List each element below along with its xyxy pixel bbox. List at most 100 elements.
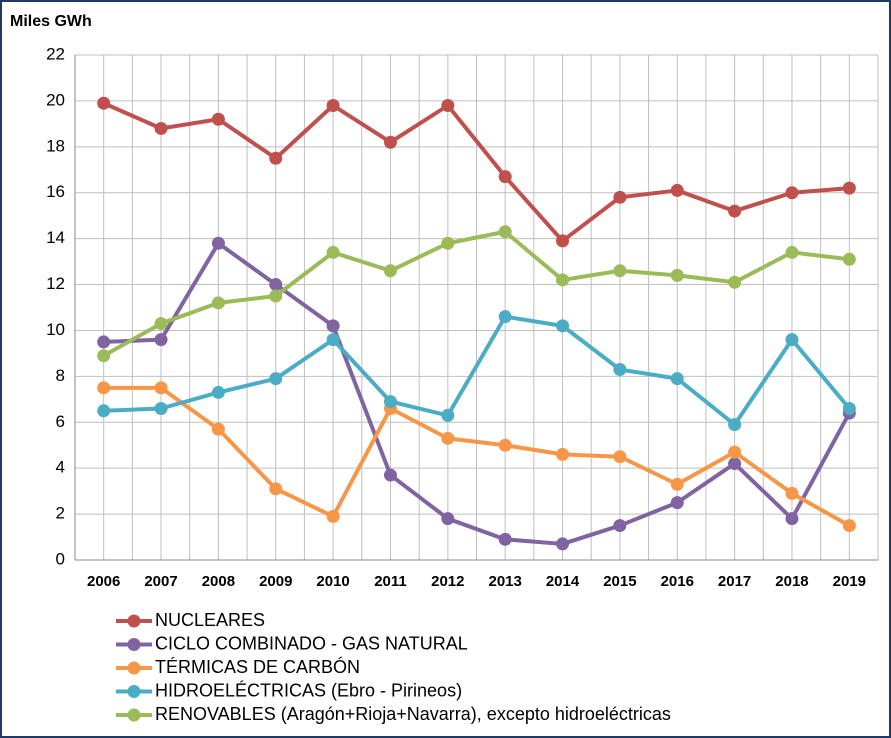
- data-point: [728, 418, 742, 432]
- legend-label: NUCLEARES: [155, 610, 265, 630]
- data-point: [498, 438, 512, 452]
- series-line: [102, 229, 850, 358]
- data-point: [498, 170, 512, 184]
- x-tick-label: 2013: [488, 573, 521, 590]
- data-point: [556, 234, 570, 248]
- y-tick-label: 20: [46, 90, 65, 109]
- data-point: [785, 333, 799, 347]
- legend-label: CICLO COMBINADO - GAS NATURAL: [155, 633, 468, 653]
- data-point: [728, 445, 742, 459]
- data-point: [498, 225, 512, 239]
- data-point: [326, 99, 340, 112]
- data-point: [154, 121, 168, 135]
- data-point: [269, 372, 283, 386]
- y-tick-label: 12: [46, 274, 65, 293]
- y-tick-label: 16: [46, 182, 65, 201]
- y-tick-label: 2: [56, 504, 65, 523]
- data-point: [613, 190, 627, 204]
- y-tick-label: 0: [56, 549, 65, 568]
- data-point: [269, 278, 283, 292]
- data-point: [383, 135, 397, 149]
- data-point: [613, 362, 627, 376]
- data-point: [326, 509, 340, 523]
- data-point: [670, 496, 684, 510]
- data-point: [441, 99, 455, 112]
- data-point: [785, 186, 799, 200]
- x-tick-label: 2016: [661, 573, 694, 590]
- data-point: [383, 264, 397, 278]
- data-point: [613, 519, 627, 533]
- legend-marker: [127, 661, 141, 675]
- data-point: [670, 183, 684, 197]
- y-tick-label: 10: [46, 320, 65, 339]
- data-point: [154, 333, 168, 347]
- y-tick-label: 22: [46, 44, 65, 63]
- x-tick-label: 2011: [374, 573, 407, 590]
- data-point: [269, 289, 283, 303]
- data-point: [728, 204, 742, 218]
- data-point: [728, 275, 742, 289]
- data-point: [269, 482, 283, 496]
- x-tick-label: 2017: [718, 573, 751, 590]
- legend-label: RENOVABLES (Aragón+Rioja+Navarra), excep…: [155, 704, 671, 724]
- x-tick-label: 2012: [431, 573, 464, 590]
- y-tick-label: 14: [46, 228, 65, 247]
- legend-marker: [127, 614, 141, 628]
- data-point: [670, 372, 684, 386]
- data-point: [154, 317, 168, 331]
- data-point: [556, 273, 570, 287]
- x-tick-label: 2019: [833, 573, 866, 590]
- data-point: [154, 402, 168, 415]
- data-point: [785, 245, 799, 259]
- data-point: [556, 319, 570, 333]
- x-tick-label: 2008: [202, 573, 235, 590]
- data-point: [383, 395, 397, 409]
- data-point: [441, 236, 455, 250]
- series-line: [102, 101, 850, 243]
- data-point: [211, 236, 225, 250]
- data-point: [556, 537, 570, 551]
- data-point: [842, 402, 856, 415]
- data-point: [441, 408, 455, 422]
- data-point: [441, 431, 455, 445]
- data-point: [670, 268, 684, 282]
- data-point: [326, 333, 340, 347]
- series-line: [103, 314, 851, 427]
- data-point: [326, 245, 340, 259]
- x-tick-label: 2009: [259, 573, 292, 590]
- x-tick-label: 2006: [87, 573, 120, 590]
- y-tick-label: 6: [56, 412, 65, 431]
- data-point: [97, 381, 111, 395]
- chart-title: Miles GWh: [10, 13, 92, 30]
- x-tick-label: 2010: [316, 573, 349, 590]
- data-point: [269, 151, 283, 165]
- series-line: [103, 385, 851, 528]
- legend-label: TÉRMICAS DE CARBÓN: [155, 656, 360, 677]
- x-tick-label: 2007: [144, 573, 177, 590]
- x-tick-label: 2014: [546, 573, 580, 590]
- legend-label: HIDROELÉCTRICAS (Ebro - Pirineos): [155, 680, 462, 700]
- data-point: [383, 468, 397, 482]
- data-point: [441, 512, 455, 526]
- data-point: [842, 252, 856, 266]
- data-point: [97, 96, 111, 110]
- data-point: [97, 349, 111, 363]
- y-tick-label: 4: [56, 458, 65, 477]
- data-point: [670, 477, 684, 491]
- data-point: [785, 486, 799, 500]
- data-point: [498, 532, 512, 546]
- data-point: [498, 310, 512, 324]
- data-point: [211, 385, 225, 399]
- data-point: [97, 404, 111, 418]
- data-point: [326, 319, 340, 333]
- data-point: [785, 512, 799, 526]
- data-point: [556, 447, 570, 461]
- y-tick-label: 8: [56, 366, 65, 385]
- legend-marker: [127, 638, 141, 651]
- y-tick-label: 18: [46, 136, 65, 155]
- data-point: [728, 457, 742, 471]
- data-point: [211, 112, 225, 126]
- legend-marker: [127, 708, 141, 722]
